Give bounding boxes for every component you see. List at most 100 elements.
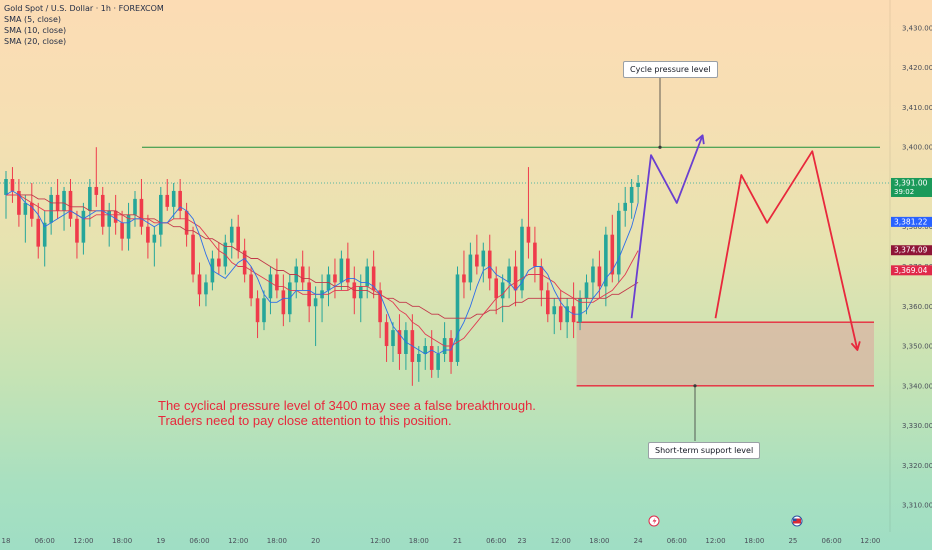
candle-body bbox=[159, 194, 163, 235]
support-callout: Short-term support level bbox=[648, 442, 761, 459]
candle-body bbox=[520, 226, 524, 291]
candle-body bbox=[275, 274, 279, 291]
candle-body bbox=[120, 222, 124, 239]
y-tick-label: 3,410.00 bbox=[902, 104, 932, 112]
candle-body bbox=[107, 210, 111, 227]
candle-body bbox=[539, 266, 544, 291]
candle-body bbox=[597, 266, 602, 287]
x-tick-label: 18:00 bbox=[744, 537, 764, 545]
candle-body bbox=[229, 226, 234, 243]
price-tag bbox=[891, 265, 932, 276]
candle-body bbox=[546, 290, 550, 315]
sma20-line bbox=[6, 194, 639, 319]
y-tick-label: 3,360.00 bbox=[902, 303, 932, 311]
candle-body bbox=[133, 198, 137, 215]
candle-body bbox=[533, 242, 537, 267]
x-tick-label: 18:00 bbox=[112, 537, 132, 545]
candle-body bbox=[462, 274, 466, 283]
candle-body bbox=[255, 298, 260, 323]
price-tag bbox=[891, 245, 932, 256]
y-tick-label: 3,380.00 bbox=[902, 223, 932, 231]
candle-body bbox=[152, 234, 157, 243]
candle-body bbox=[30, 202, 34, 219]
support-leader-dot bbox=[693, 384, 697, 388]
x-tick-label: 18 bbox=[2, 537, 11, 545]
candle-body bbox=[358, 286, 363, 299]
y-tick-label: 3,400.00 bbox=[902, 144, 932, 152]
x-tick-label: 06:00 bbox=[667, 537, 687, 545]
candle-body bbox=[262, 298, 266, 323]
us-flag-stripes bbox=[793, 518, 801, 524]
candle-body bbox=[81, 210, 86, 243]
candle-body bbox=[300, 266, 305, 283]
candle-body bbox=[578, 298, 582, 323]
annotation-line-1: The cyclical pressure level of 3400 may … bbox=[158, 398, 536, 413]
x-tick-label: 06:00 bbox=[822, 537, 842, 545]
candle-body bbox=[591, 266, 595, 283]
candle-body bbox=[436, 353, 440, 370]
price-tag-label: 3,381.22 bbox=[894, 217, 928, 226]
candle-body bbox=[346, 258, 350, 283]
x-tick-label: 25 bbox=[788, 537, 797, 545]
cycle-pressure-callout: Cycle pressure level bbox=[623, 61, 718, 78]
candle-body bbox=[475, 254, 479, 267]
candle-body bbox=[468, 254, 473, 283]
candle-body bbox=[10, 179, 15, 191]
candle-body bbox=[197, 274, 202, 295]
x-tick-label: 23 bbox=[518, 537, 527, 545]
candle-body bbox=[146, 226, 150, 243]
price-tag bbox=[891, 216, 932, 227]
x-tick-label: 06:00 bbox=[486, 537, 506, 545]
y-tick-label: 3,430.00 bbox=[902, 24, 932, 32]
x-tick-label: 12:00 bbox=[370, 537, 390, 545]
x-tick-label: 18:00 bbox=[589, 537, 609, 545]
candle-body bbox=[391, 330, 395, 347]
y-tick-label: 3,420.00 bbox=[902, 64, 932, 72]
candle-body bbox=[75, 218, 79, 243]
candle-body bbox=[268, 274, 273, 299]
candle-body bbox=[526, 226, 531, 243]
candle-body bbox=[23, 202, 28, 215]
candle-body bbox=[500, 282, 505, 299]
sma10-legend[interactable]: SMA (10, close) bbox=[4, 26, 67, 35]
candle-body bbox=[423, 346, 428, 354]
price-tag-label: 3,374.09 bbox=[894, 246, 928, 255]
candle-body bbox=[249, 274, 253, 299]
candle-body bbox=[623, 202, 627, 211]
candle-body bbox=[171, 190, 176, 207]
x-tick-label: 06:00 bbox=[189, 537, 209, 545]
x-tick-label: 21 bbox=[453, 537, 462, 545]
candle-body bbox=[365, 266, 369, 287]
candle-body bbox=[178, 190, 182, 211]
candle-body bbox=[313, 298, 318, 307]
sma10-line bbox=[6, 194, 639, 347]
x-tick-label: 12:00 bbox=[551, 537, 571, 545]
x-tick-label: 19 bbox=[156, 537, 165, 545]
candle-body bbox=[552, 306, 557, 315]
sma20-legend[interactable]: SMA (20, close) bbox=[4, 37, 67, 46]
candle-body bbox=[139, 198, 144, 227]
candle-body bbox=[604, 234, 608, 287]
x-tick-label: 12:00 bbox=[228, 537, 248, 545]
candle-body bbox=[62, 190, 66, 211]
candle-body bbox=[68, 190, 73, 219]
chart-legend: Gold Spot / U.S. Dollar · 1h · FOREXCOM … bbox=[4, 3, 164, 47]
symbol-title[interactable]: Gold Spot / U.S. Dollar · 1h · FOREXCOM bbox=[4, 4, 164, 13]
y-tick-label: 3,310.00 bbox=[902, 502, 932, 510]
sma5-legend[interactable]: SMA (5, close) bbox=[4, 15, 62, 24]
x-tick-label: 18:00 bbox=[409, 537, 429, 545]
candle-body bbox=[4, 179, 8, 195]
x-tick-label: 20 bbox=[311, 537, 320, 545]
candle-body bbox=[513, 266, 518, 291]
projection-purple-arrowhead bbox=[695, 134, 705, 145]
x-tick-label: 18:00 bbox=[267, 537, 287, 545]
candle-body bbox=[42, 222, 47, 247]
candle-body bbox=[17, 190, 21, 215]
candle-body bbox=[113, 210, 118, 223]
event-flash-glyph bbox=[652, 517, 657, 525]
candle-body bbox=[378, 290, 382, 323]
projection-purple bbox=[630, 134, 704, 319]
support-zone bbox=[576, 322, 874, 386]
